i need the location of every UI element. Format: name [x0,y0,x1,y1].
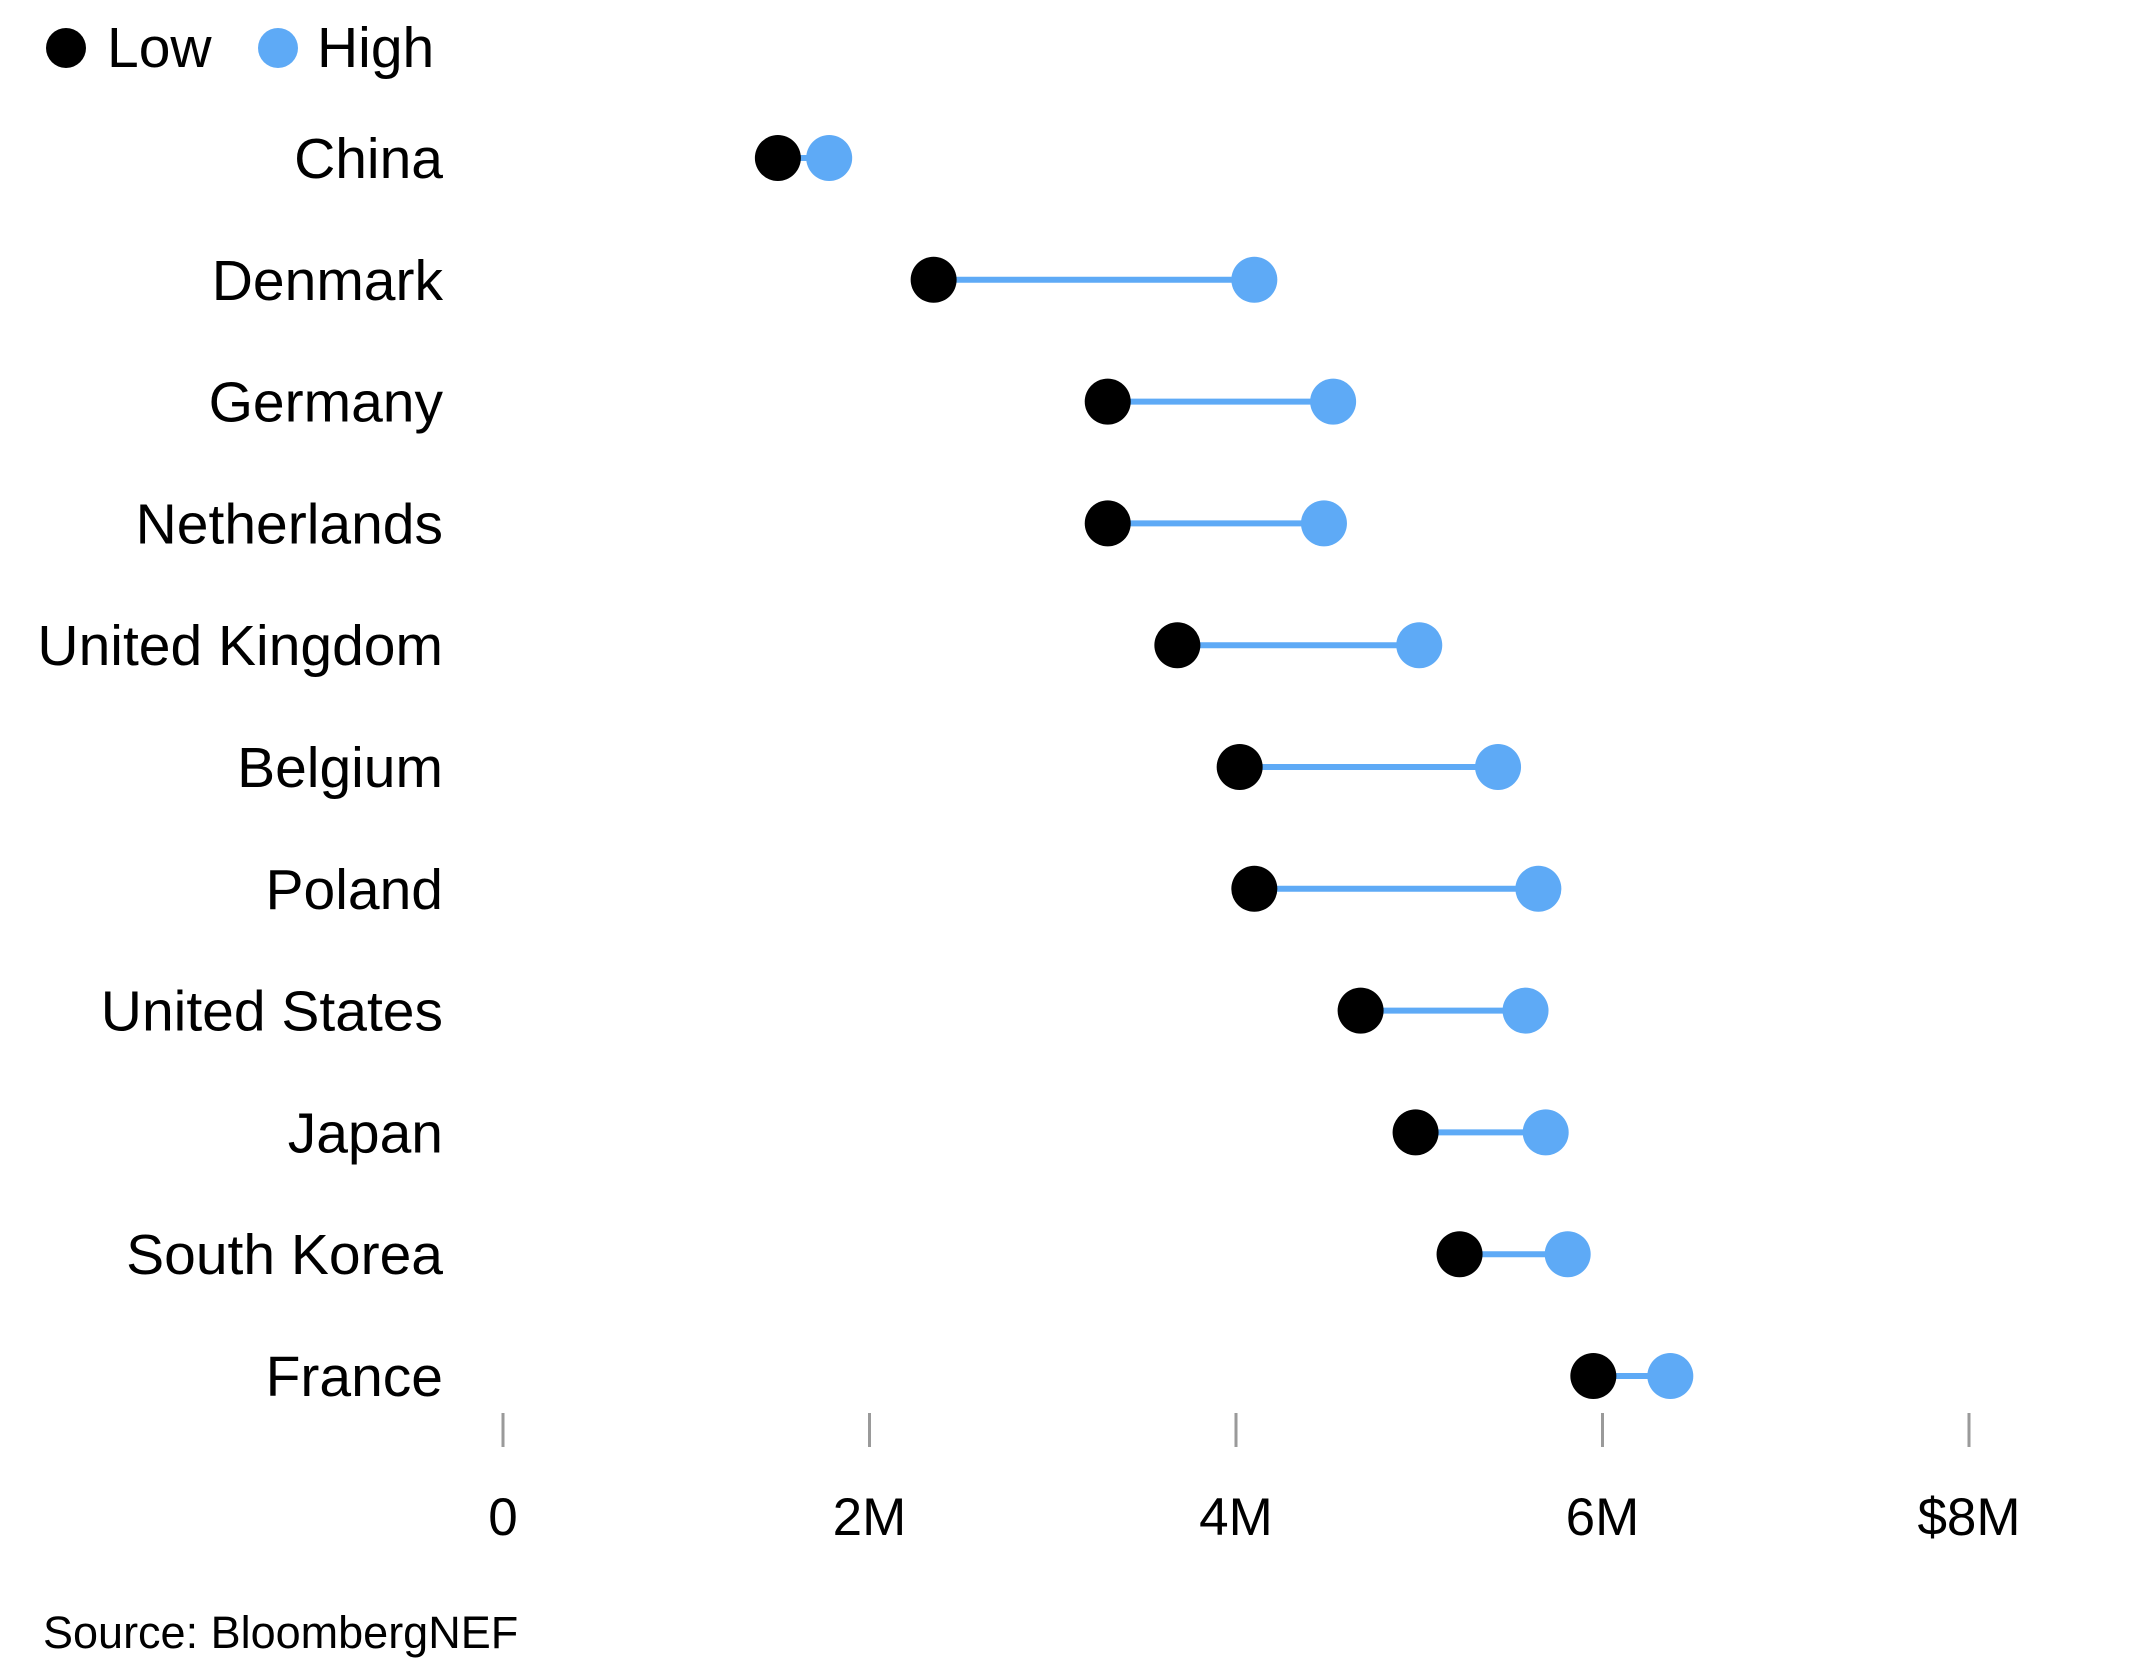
low-point [1154,622,1201,669]
x-axis: 0 2M 4M 6M $8M [488,1413,2021,1547]
x-tick-label: 6M [1566,1488,1640,1547]
category-label: South Korea [126,1223,443,1287]
category-label: Denmark [212,249,444,313]
chart-row: China [294,127,853,191]
low-point [910,256,957,303]
chart-row: South Korea [126,1223,1591,1287]
low-point [1084,500,1131,547]
legend: Low High [46,16,434,80]
source-note: Source: BloombergNEF [43,1607,518,1658]
low-point [754,135,801,181]
chart-rows: China Denmark Germany Netherlands United Kin… [37,127,1694,1409]
chart-row: Denmark [212,249,1278,313]
high-point [1396,622,1443,669]
x-tick-label: 2M [833,1488,907,1547]
chart-row: Japan [288,1101,1569,1165]
chart-row: France [266,1345,1694,1409]
low-point [1436,1231,1483,1278]
legend-low-marker [46,28,86,68]
category-label: United States [101,980,443,1044]
low-point [1337,987,1384,1034]
legend-high-label: High [317,16,434,80]
chart-row: Germany [209,371,1357,435]
category-label: Germany [209,371,444,435]
low-point [1231,865,1278,912]
category-label: United Kingdom [37,614,443,678]
x-tick-label: 0 [488,1488,517,1547]
high-point [1231,256,1278,303]
high-point [1522,1109,1569,1156]
category-label: Japan [288,1101,443,1165]
chart-row: United Kingdom [37,614,1443,678]
x-tick-label: 4M [1199,1488,1273,1547]
low-point [1216,744,1263,790]
high-point [1544,1231,1591,1278]
chart-row: Poland [266,858,1562,922]
category-label: Poland [266,858,444,922]
high-point [1310,378,1357,425]
category-label: France [266,1345,443,1409]
legend-high-marker [258,28,298,68]
high-point [1502,987,1549,1034]
high-point [1475,744,1522,790]
low-point [1570,1353,1617,1399]
low-point [1084,378,1131,425]
chart-row: United States [101,980,1549,1044]
category-label: Netherlands [136,492,443,556]
legend-low-label: Low [107,16,212,80]
high-point [806,135,853,181]
chart-row: Netherlands [136,492,1347,556]
chart-row: Belgium [237,736,1522,800]
high-point [1647,1353,1694,1399]
low-point [1392,1109,1439,1156]
high-point [1300,500,1347,547]
category-label: China [294,127,443,191]
high-point [1515,865,1562,912]
category-label: Belgium [237,736,443,800]
x-tick-label: $8M [1917,1488,2020,1547]
